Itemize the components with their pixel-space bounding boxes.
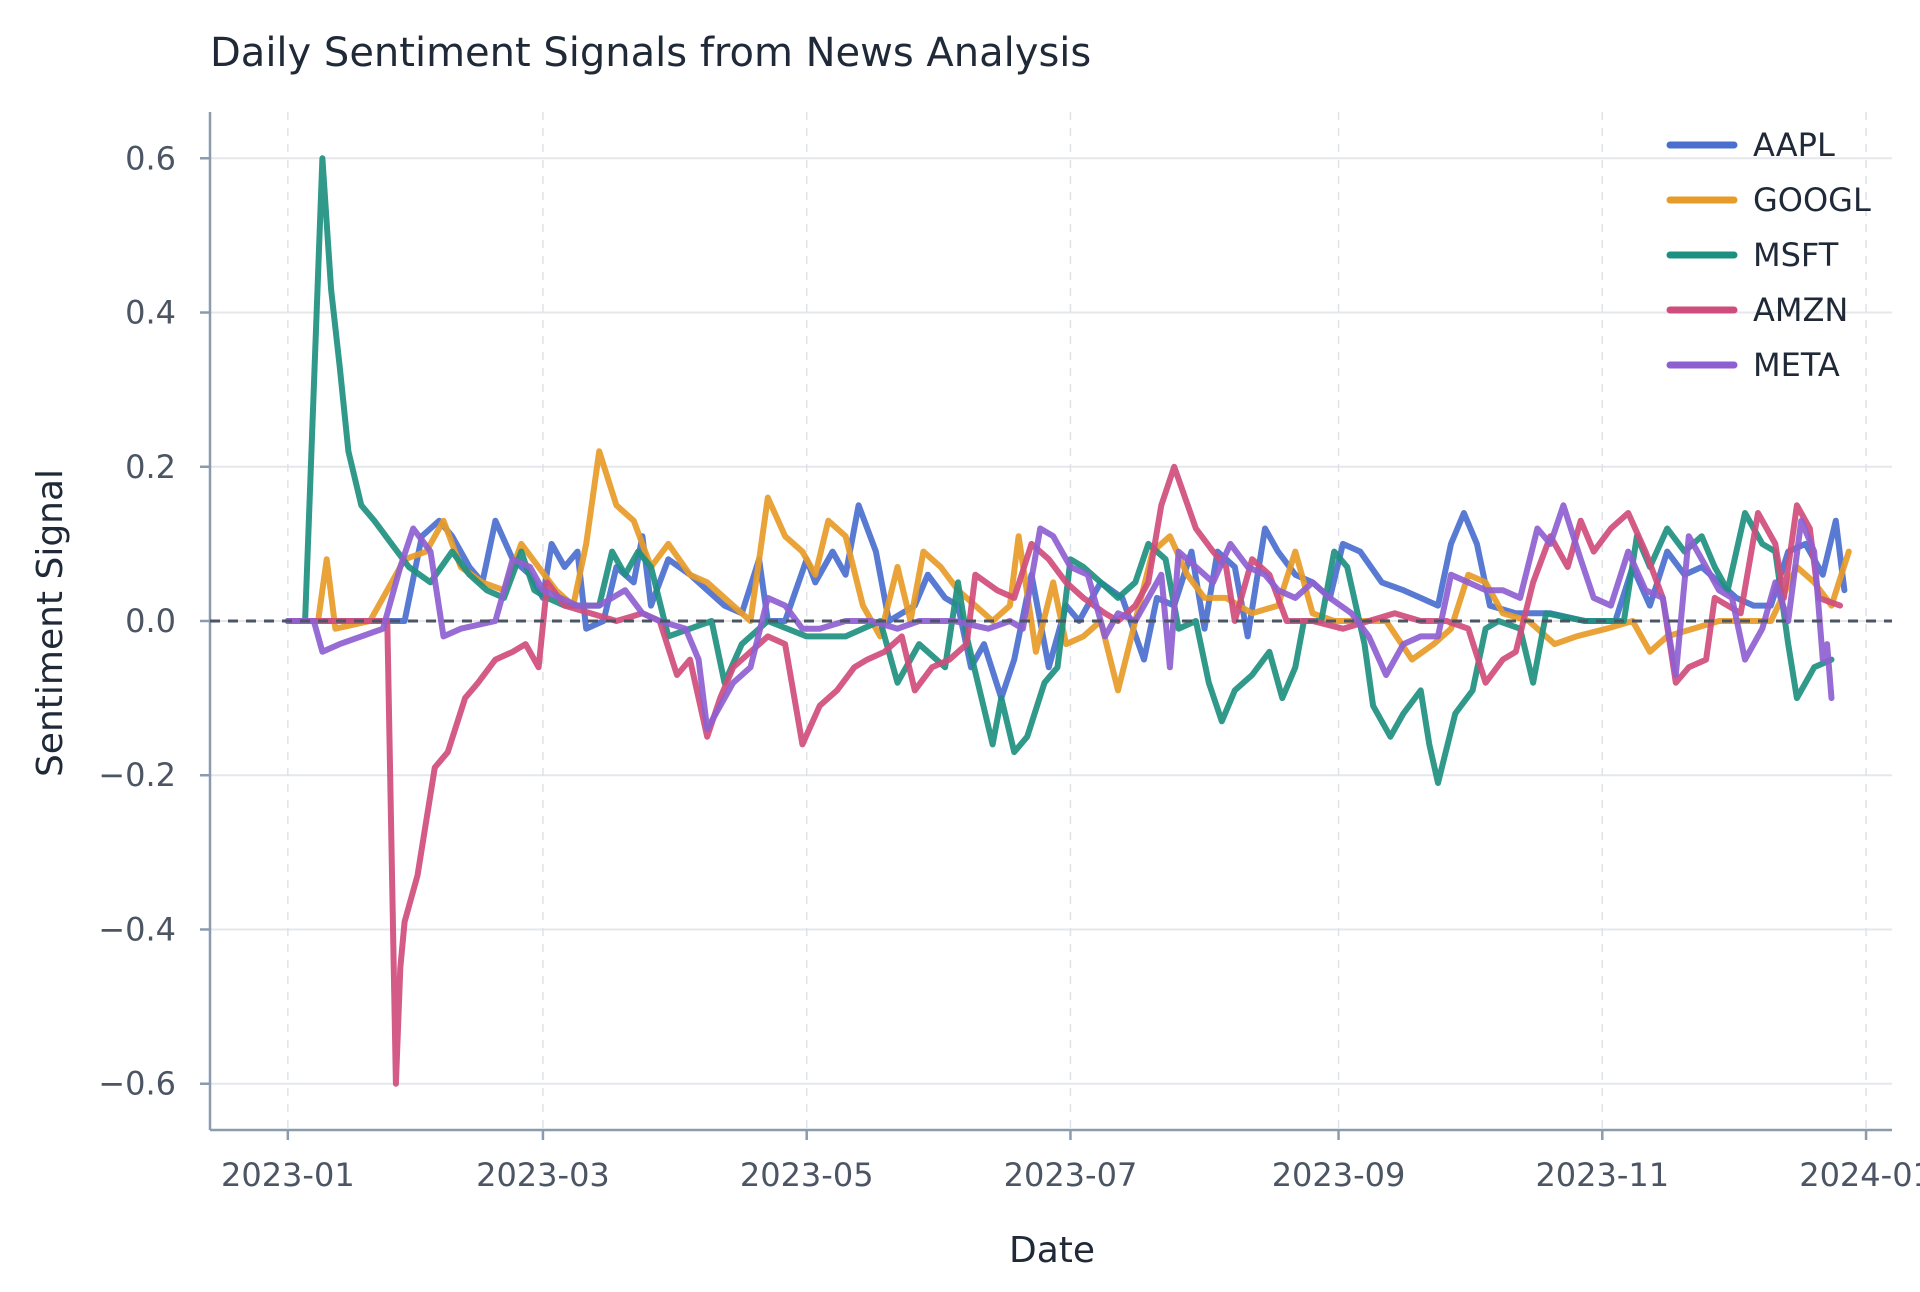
- y-tick-label: 0.6: [125, 139, 176, 177]
- legend: AAPL GOOGL MSFT AMZN META: [1666, 126, 1871, 384]
- y-tick-label: −0.2: [98, 756, 176, 794]
- legend-label-amzn: AMZN: [1753, 291, 1848, 329]
- legend-label-aapl: AAPL: [1753, 126, 1835, 164]
- x-tick-label: 2023-07: [1004, 1156, 1138, 1194]
- y-tick-label: −0.4: [98, 910, 176, 948]
- x-tick-label: 2023-05: [740, 1156, 874, 1194]
- chart-title: Daily Sentiment Signals from News Analys…: [210, 30, 1091, 76]
- x-axis-label: Date: [1009, 1230, 1095, 1271]
- y-tick-label: 0.2: [125, 448, 176, 486]
- x-tick-label: 2023-01: [221, 1156, 355, 1194]
- legend-label-meta: META: [1753, 346, 1840, 384]
- series-lines: [210, 155, 1892, 1087]
- y-tick-label: 0.0: [125, 602, 176, 640]
- tick-labels: 0.6 0.4 0.2 0.0 −0.2 −0.4 −0.6 2023-01 2023-03 20…: [98, 139, 1920, 1194]
- y-tick-label: 0.4: [125, 294, 176, 332]
- legend-label-msft: MSFT: [1753, 236, 1839, 274]
- y-axis-label: Sentiment Signal: [30, 469, 71, 777]
- x-tick-label: 2023-03: [476, 1156, 610, 1194]
- series-line-msft: [284, 155, 1835, 786]
- x-tick-label: 2024-01: [1799, 1156, 1920, 1194]
- series-line-meta: [284, 502, 1835, 732]
- y-tick-label: −0.6: [98, 1065, 176, 1103]
- legend-label-googl: GOOGL: [1753, 181, 1871, 219]
- x-tick-label: 2023-09: [1272, 1156, 1406, 1194]
- x-tick-label: 2023-11: [1535, 1156, 1669, 1194]
- series-line-amzn: [284, 463, 1844, 1087]
